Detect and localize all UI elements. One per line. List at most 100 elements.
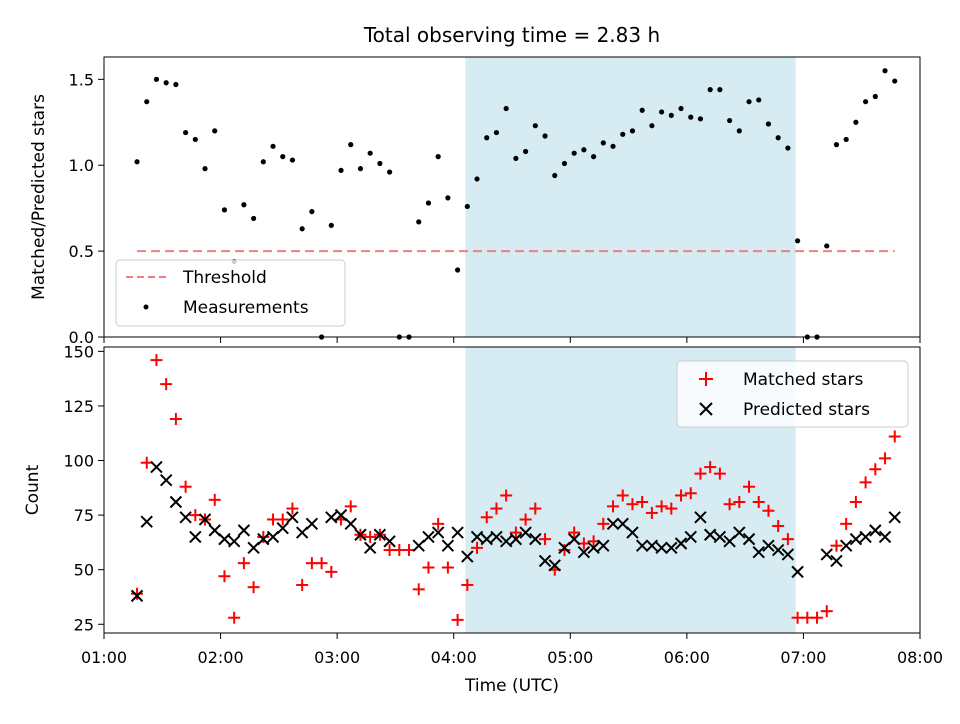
measurement-point [591, 154, 597, 160]
y-tick-label: 1.5 [69, 70, 94, 89]
measurement-point [513, 155, 519, 161]
predicted-stars-point [878, 530, 892, 544]
predicted-stars-point [286, 511, 299, 524]
predicted-stars-point [888, 511, 901, 524]
measurement-point [348, 142, 354, 148]
predicted-stars-point [189, 530, 202, 544]
matched-stars-point [684, 487, 697, 500]
matched-stars-point [849, 496, 862, 509]
measurement-point [571, 150, 577, 156]
y-tick-label: 100 [63, 452, 94, 471]
predicted-stars-point [441, 539, 455, 552]
predicted-stars-point [791, 565, 804, 579]
measurement-point [775, 135, 781, 141]
matched-legend-label: Matched stars [743, 370, 863, 390]
measurement-point [192, 136, 198, 143]
measurement-point [221, 207, 228, 213]
predicted-stars-point [169, 495, 183, 509]
predicted-stars-point [655, 541, 668, 555]
matched-stars-point [344, 500, 357, 513]
measurement-point [134, 159, 140, 165]
predicted-stars-point [713, 530, 727, 544]
matched-stars-point [412, 583, 425, 596]
matched-stars-point [490, 502, 503, 515]
predicted-stars-point [461, 550, 474, 563]
predicted-stars-point [422, 530, 435, 544]
matched-stars-point [451, 613, 464, 626]
matched-stars-point [276, 513, 289, 526]
bottom-y-ticks: 25 50 75 100 125 150 [63, 342, 104, 634]
matched-stars-point [315, 557, 328, 570]
matched-stars-point [160, 378, 173, 391]
count-panel: 25 50 75 100 125 150 01:00 02:00 03:00 04:00 05:0… [23, 342, 943, 696]
x-tick-label: 06:00 [664, 648, 710, 667]
measurement-point [493, 129, 500, 136]
measurement-point [435, 154, 441, 160]
bottom-legend-box [676, 360, 909, 428]
y-tick-label: 50 [74, 561, 94, 580]
measurement-point [785, 145, 791, 151]
predicted-stars-point [674, 537, 688, 550]
x-tick-label: 04:00 [431, 648, 477, 667]
matched-stars-point [879, 452, 892, 465]
predicted-stars-point [295, 526, 309, 539]
x-tick-label: 01:00 [81, 648, 127, 667]
bottom-y-axis-label: Count [23, 464, 43, 515]
predicted-stars-point [383, 535, 396, 548]
predicted-stars-point [752, 546, 765, 559]
predicted-stars-point [218, 532, 231, 546]
matched-stars-point [723, 498, 736, 511]
matched-legend-swatch [699, 372, 713, 386]
matched-stars-point [859, 476, 872, 489]
matched-stars-point [772, 520, 785, 533]
figure-title: Total observing time = 2.83 h [363, 23, 660, 47]
matched-stars-point [257, 530, 270, 543]
matched-stars-series [131, 354, 901, 626]
measurement-point [843, 136, 849, 143]
matched-stars-point [364, 530, 377, 543]
matched-stars-point [296, 578, 309, 591]
matched-stars-point [607, 500, 620, 513]
matched-stars-point [500, 489, 513, 502]
measurement-point [620, 131, 626, 137]
measurement-point [338, 167, 344, 173]
predicted-stars-point [558, 541, 571, 555]
measurement-point [668, 112, 674, 119]
measurement-point [629, 128, 636, 134]
measurement-point [212, 128, 218, 134]
matched-stars-point [762, 504, 775, 517]
predicted-stars-point [480, 532, 493, 546]
matched-stars-point [509, 526, 522, 539]
predicted-stars-point [499, 535, 513, 548]
predicted-stars-point [150, 460, 163, 474]
measurement-point [260, 159, 266, 165]
predicted-stars-point [684, 530, 697, 544]
predicted-stars-point [159, 473, 173, 487]
predicted-stars-point [869, 524, 882, 537]
predicted-stars-point [198, 513, 212, 526]
predicted-stars-point [597, 539, 610, 552]
measurement-point [532, 123, 538, 129]
matched-stars-point [169, 413, 182, 426]
predicted-stars-point [247, 541, 260, 555]
predicted-stars-point [567, 532, 581, 546]
measurement-point [542, 133, 548, 139]
matched-stars-point [820, 605, 833, 618]
measurement-point [202, 166, 208, 172]
predicted-stars-point [237, 524, 251, 537]
predicted-stars-point [587, 541, 600, 555]
matched-stars-point [733, 496, 746, 509]
predicted-stars-point [140, 515, 153, 528]
matched-stars-point [781, 533, 794, 546]
measurement-point [280, 154, 286, 160]
matched-stars-point [286, 502, 299, 515]
matched-stars-point [529, 502, 542, 515]
measurement-point [299, 226, 305, 232]
measurement-point [746, 99, 752, 105]
predicted-stars-point [771, 543, 785, 557]
predicted-stars-point [742, 532, 756, 546]
matched-stars-point [830, 539, 843, 552]
y-tick-label: 0.5 [69, 242, 94, 261]
matched-stars-point [461, 578, 474, 591]
